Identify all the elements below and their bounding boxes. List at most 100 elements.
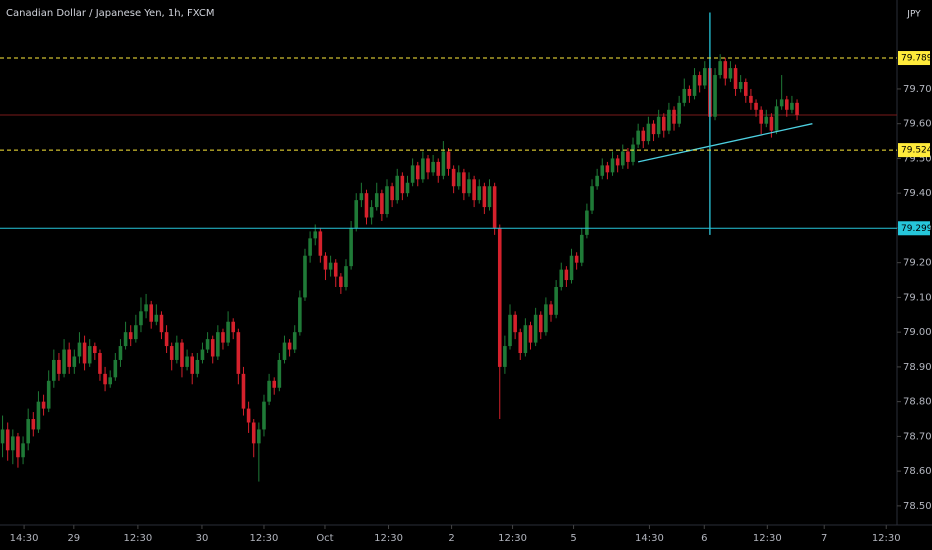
candle-body bbox=[743, 81, 748, 96]
x-tick-label: 12:30 bbox=[123, 533, 152, 544]
y-tick-label: 78.800 bbox=[903, 397, 932, 408]
candle-body bbox=[231, 321, 236, 333]
candle-body bbox=[313, 231, 318, 239]
candle-body bbox=[282, 342, 287, 360]
x-tick-label: 12:30 bbox=[250, 533, 279, 544]
candle-body bbox=[738, 81, 743, 89]
candle-body bbox=[790, 102, 794, 110]
price-label: 79.299 bbox=[901, 224, 932, 234]
candle-body bbox=[46, 380, 51, 409]
candle-body bbox=[544, 304, 548, 333]
x-tick-label: 29 bbox=[67, 533, 80, 544]
candle-body bbox=[113, 359, 118, 378]
candle-body bbox=[374, 193, 379, 208]
candle-body bbox=[482, 186, 487, 208]
candle-body bbox=[52, 359, 56, 381]
candle-body bbox=[785, 99, 789, 110]
candle-body bbox=[303, 255, 307, 298]
candle-body bbox=[221, 332, 225, 343]
y-tick-label: 79.700 bbox=[903, 84, 932, 95]
candle-body bbox=[0, 429, 5, 444]
candle-body bbox=[333, 262, 338, 277]
plot-area bbox=[0, 12, 897, 482]
y-tick-label: 79.600 bbox=[903, 119, 932, 130]
candle-body bbox=[795, 102, 799, 116]
candle-body bbox=[585, 210, 589, 235]
candle-body bbox=[564, 269, 569, 281]
candle-body bbox=[21, 443, 25, 458]
candle-body bbox=[272, 380, 277, 388]
candle-body bbox=[477, 186, 482, 201]
candle-body bbox=[431, 161, 435, 173]
x-tick-label: 12:30 bbox=[872, 533, 901, 544]
candle-body bbox=[169, 346, 174, 360]
candle-body bbox=[226, 321, 230, 343]
candle-body bbox=[605, 165, 610, 173]
axes: 78.500 78.600 78.700 78.800 78.900 79.000 79.1… bbox=[10, 51, 932, 544]
candle-body bbox=[764, 116, 769, 124]
candle-body bbox=[16, 436, 20, 458]
candle-body bbox=[590, 186, 594, 211]
candle-body bbox=[87, 346, 92, 364]
candle-body bbox=[205, 339, 210, 350]
candle-body bbox=[154, 314, 159, 322]
x-tick-label: 2 bbox=[448, 533, 454, 544]
candle-body bbox=[164, 332, 169, 347]
x-tick-label: Oct bbox=[316, 533, 333, 544]
candle-body bbox=[600, 165, 605, 176]
candle-body bbox=[36, 401, 41, 430]
candle-body bbox=[159, 314, 164, 333]
price-label: 79.789 bbox=[901, 54, 932, 64]
y-tick-label: 79.400 bbox=[903, 188, 932, 199]
price-label-box bbox=[898, 143, 930, 158]
candle-body bbox=[246, 408, 251, 423]
candle-body bbox=[369, 207, 374, 218]
candle-body bbox=[390, 186, 394, 201]
candle-body bbox=[11, 436, 15, 451]
candle-body bbox=[400, 175, 405, 194]
candle-body bbox=[323, 255, 328, 270]
candle-body bbox=[216, 332, 220, 357]
candle-body bbox=[661, 116, 666, 131]
candle-body bbox=[554, 286, 558, 315]
y-tick-label: 79.000 bbox=[903, 327, 932, 338]
candle-body bbox=[31, 419, 36, 430]
candle-body bbox=[677, 102, 681, 124]
candle-body bbox=[287, 342, 292, 350]
x-tick-label: 14:30 bbox=[10, 533, 39, 544]
candle-body bbox=[82, 342, 87, 364]
candle-body bbox=[210, 339, 215, 357]
candle-body bbox=[733, 68, 738, 89]
x-tick-label: 7 bbox=[821, 533, 827, 544]
candle-body bbox=[405, 182, 410, 194]
candle-body bbox=[72, 356, 77, 367]
candle-body bbox=[144, 304, 148, 312]
trend-line bbox=[638, 123, 813, 163]
candle-body bbox=[646, 123, 651, 142]
candle-body bbox=[779, 99, 784, 107]
candle-body bbox=[328, 262, 333, 270]
candle-body bbox=[702, 68, 707, 86]
candle-body bbox=[692, 75, 697, 96]
candle-body bbox=[467, 179, 471, 194]
candle-body bbox=[769, 116, 774, 131]
candle-body bbox=[436, 161, 441, 176]
candle-body bbox=[759, 109, 763, 124]
candle-body bbox=[339, 276, 343, 287]
candle-body bbox=[528, 325, 533, 343]
candle-body bbox=[195, 359, 200, 374]
candle-body bbox=[298, 297, 302, 333]
currency-box bbox=[902, 5, 926, 23]
y-tick-label: 78.500 bbox=[903, 501, 932, 512]
price-label: 79.524 bbox=[901, 146, 932, 156]
y-tick-label: 78.600 bbox=[903, 466, 932, 477]
y-tick-label: 79.100 bbox=[903, 292, 932, 303]
y-tick-label: 78.700 bbox=[903, 431, 932, 442]
candle-body bbox=[149, 304, 154, 322]
candle-body bbox=[559, 269, 564, 287]
candle-body bbox=[656, 116, 661, 135]
candle-body bbox=[77, 342, 82, 357]
candle-body bbox=[385, 186, 389, 215]
candle-body bbox=[626, 151, 630, 162]
